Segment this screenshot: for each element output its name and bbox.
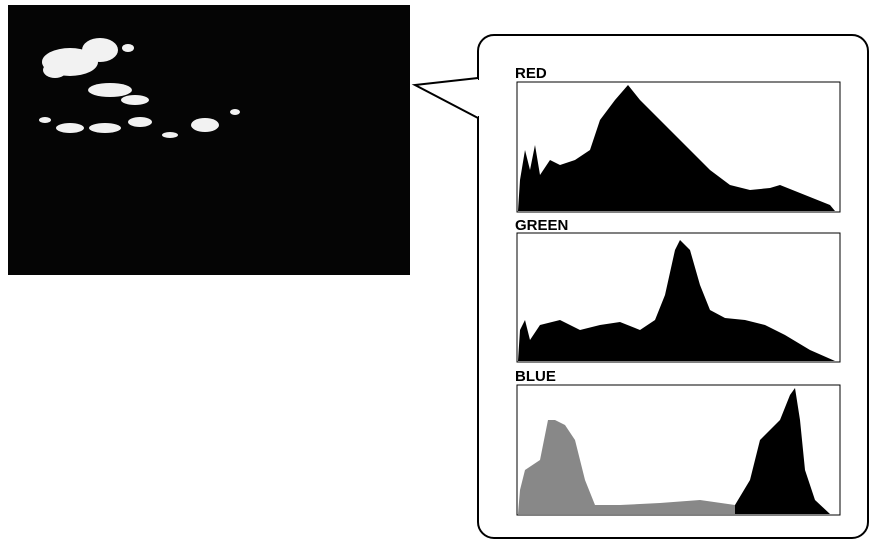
panel-label: BLUE xyxy=(515,368,556,385)
photo xyxy=(8,5,410,275)
panel-label: RED xyxy=(515,65,547,82)
panel-label: GREEN xyxy=(515,217,568,234)
figure: RED GREEN BLUE xyxy=(0,0,876,545)
